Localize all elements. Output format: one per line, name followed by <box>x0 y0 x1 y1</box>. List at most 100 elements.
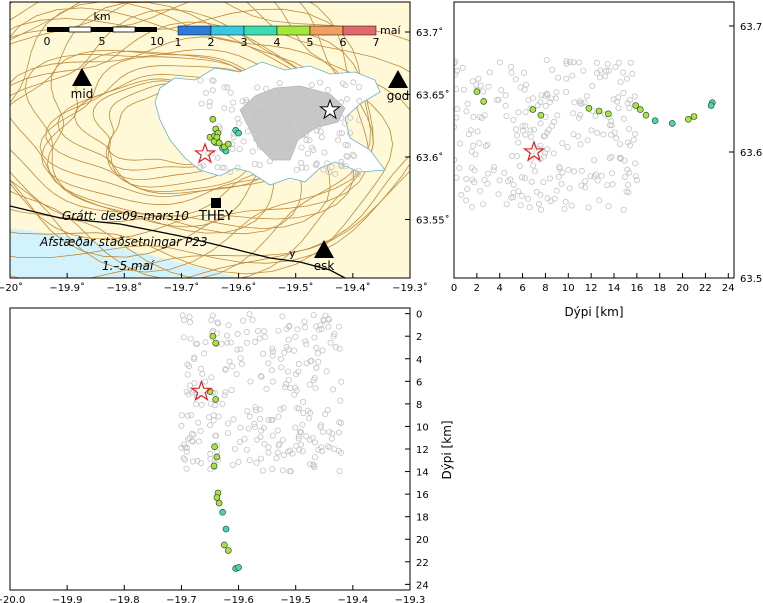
background-event <box>456 164 463 171</box>
tick-label: −19.7˚ <box>164 282 200 294</box>
background-event <box>605 203 612 210</box>
background-event <box>236 146 243 153</box>
background-event <box>460 86 467 93</box>
background-event <box>287 141 294 148</box>
background-event <box>275 442 282 449</box>
background-event <box>555 74 562 81</box>
background-event <box>343 96 350 103</box>
background-event <box>305 415 312 422</box>
background-event <box>338 419 345 426</box>
panel-background <box>454 2 734 278</box>
background-event <box>612 64 619 71</box>
background-event <box>180 334 187 341</box>
background-event <box>302 131 309 138</box>
background-event <box>470 113 477 120</box>
tick-label: −19.4 <box>338 595 369 603</box>
background-event <box>240 317 247 324</box>
tick-label: 16 <box>416 490 429 501</box>
background-event <box>338 158 345 165</box>
background-event <box>302 117 309 124</box>
tick-label: 16 <box>630 283 643 294</box>
tick-label: 10 <box>562 283 575 294</box>
background-event <box>324 86 331 93</box>
background-event <box>202 89 209 96</box>
background-event <box>307 461 314 468</box>
colorbar-tick: 7 <box>373 36 380 49</box>
background-event <box>261 103 268 110</box>
background-event <box>591 157 598 164</box>
background-event <box>224 420 231 427</box>
background-event <box>480 201 487 208</box>
tick-label: 14 <box>608 283 621 294</box>
background-event <box>331 446 338 453</box>
background-event <box>219 400 226 407</box>
background-event <box>281 349 288 356</box>
tick-label: −19.6 <box>223 595 254 603</box>
background-event <box>464 100 471 107</box>
background-event <box>469 78 476 85</box>
tick-label: 63.6 <box>740 148 762 159</box>
background-event <box>470 142 477 149</box>
background-event <box>312 162 319 169</box>
background-event <box>317 444 324 451</box>
tick-label: −20˚ <box>0 282 23 294</box>
background-event <box>311 374 318 381</box>
background-event <box>565 166 572 173</box>
background-event <box>614 98 621 105</box>
background-event <box>523 81 530 88</box>
background-event <box>246 413 253 420</box>
background-event <box>502 102 509 109</box>
background-event <box>228 387 235 394</box>
background-event <box>230 134 237 141</box>
background-event <box>221 105 228 112</box>
lat-ticks: 63.7 63.6 63.5 <box>729 22 762 285</box>
tick-label: 0 <box>451 283 457 294</box>
background-event <box>562 198 569 205</box>
background-event <box>544 91 551 98</box>
background-event <box>180 441 187 448</box>
background-event <box>229 363 236 370</box>
background-event <box>581 99 588 106</box>
background-event <box>507 63 514 70</box>
background-event <box>542 102 549 109</box>
background-event <box>249 316 256 323</box>
background-event <box>596 197 603 204</box>
background-event <box>313 344 320 351</box>
background-event <box>480 88 487 95</box>
background-event <box>209 87 216 94</box>
background-event <box>214 319 221 326</box>
background-event <box>493 96 500 103</box>
background-event <box>533 188 540 195</box>
background-event <box>243 99 250 106</box>
background-event <box>454 114 460 121</box>
background-event <box>496 177 503 184</box>
background-event <box>263 106 270 113</box>
background-event <box>626 169 633 176</box>
background-event <box>338 130 345 137</box>
background-event <box>237 346 244 353</box>
background-event <box>263 85 270 92</box>
background-event <box>508 69 515 76</box>
background-event <box>317 128 324 135</box>
background-event <box>218 164 225 171</box>
background-event <box>532 168 539 175</box>
background-event <box>260 350 267 357</box>
background-event <box>313 323 320 330</box>
tick-label: 14 <box>416 468 429 479</box>
background-event <box>537 120 544 127</box>
background-event <box>324 406 331 413</box>
background-event <box>335 323 342 330</box>
background-event <box>338 99 345 106</box>
background-event <box>554 112 561 119</box>
background-event <box>620 69 627 76</box>
tick-label: 4 <box>497 283 503 294</box>
background-event <box>528 133 535 140</box>
background-event <box>253 135 260 142</box>
background-event <box>342 141 349 148</box>
background-event <box>292 333 299 340</box>
background-event <box>251 423 258 430</box>
background-event <box>620 89 627 96</box>
background-event <box>582 178 589 185</box>
background-event <box>593 59 600 66</box>
background-event <box>537 142 544 149</box>
